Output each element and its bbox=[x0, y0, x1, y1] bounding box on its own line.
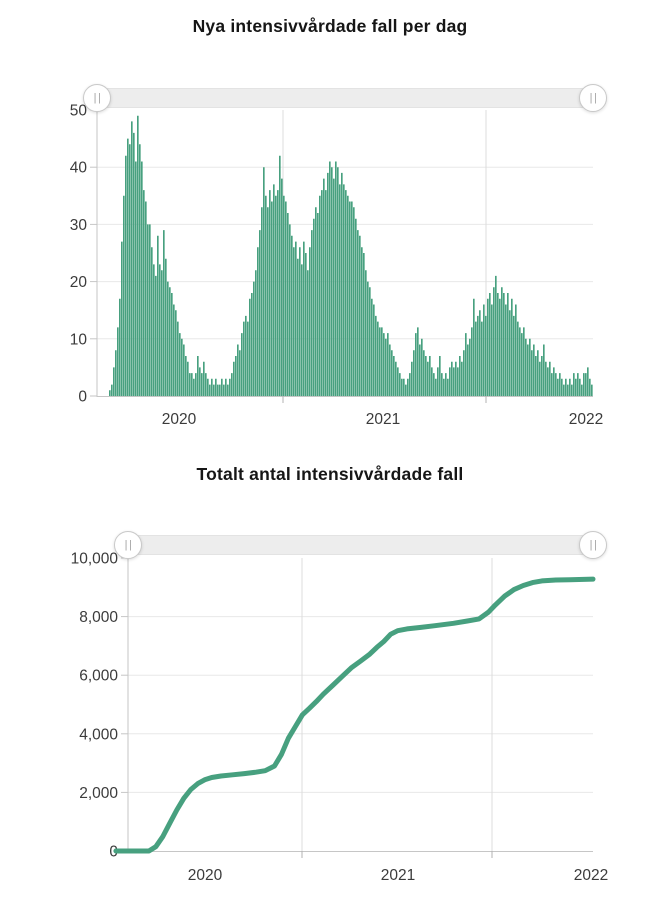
drag-handle-icon: || bbox=[589, 538, 599, 551]
y-axis-tick-label: 6,000 bbox=[79, 668, 118, 685]
daily-chart-slider-handle-left[interactable]: || bbox=[83, 84, 111, 112]
x-axis-tick-label: 2020 bbox=[188, 867, 223, 884]
total-cases-chart-title: Totalt antal intensivvårdade fall bbox=[196, 464, 464, 484]
cumulative-total-line bbox=[113, 576, 596, 854]
y-axis-tick-label: 10 bbox=[70, 331, 88, 348]
daily-chart-range-slider-track[interactable] bbox=[97, 88, 593, 108]
drag-handle-icon: || bbox=[93, 91, 103, 104]
x-axis-tick-label: 2020 bbox=[162, 411, 197, 428]
drag-handle-icon: || bbox=[124, 538, 134, 551]
y-axis-tick-label: 0 bbox=[78, 389, 87, 406]
daily-cases-chart-title: Nya intensivvårdade fall per dag bbox=[192, 16, 468, 36]
y-axis-tick-label: 8,000 bbox=[79, 609, 118, 626]
y-axis-tick-label: 50 bbox=[70, 103, 88, 120]
x-axis-tick-label: 2022 bbox=[574, 867, 608, 884]
y-axis-tick-label: 30 bbox=[70, 217, 88, 234]
y-axis-tick-label: 20 bbox=[70, 274, 88, 291]
total-chart-slider-handle-left[interactable]: || bbox=[114, 531, 142, 559]
y-axis-tick-label: 2,000 bbox=[79, 785, 118, 802]
y-axis-tick-label: 40 bbox=[70, 160, 88, 177]
y-axis-tick-label: 10,000 bbox=[71, 551, 119, 568]
total-chart-range-slider-track[interactable] bbox=[128, 535, 593, 555]
total-chart-slider-handle-right[interactable]: || bbox=[579, 531, 607, 559]
daily-chart-slider-handle-right[interactable]: || bbox=[579, 84, 607, 112]
x-axis-tick-label: 2021 bbox=[381, 867, 415, 884]
x-axis-tick-label: 2021 bbox=[366, 411, 400, 428]
daily-cases-bars bbox=[109, 115, 593, 396]
y-axis-tick-label: 4,000 bbox=[79, 726, 118, 743]
x-axis-tick-label: 2022 bbox=[569, 411, 603, 428]
drag-handle-icon: || bbox=[589, 91, 599, 104]
